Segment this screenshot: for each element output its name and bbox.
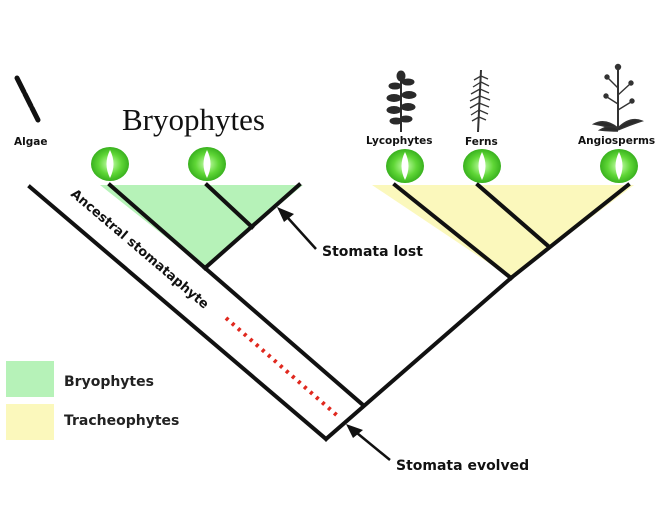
tracheophyte-region <box>372 185 634 278</box>
diagram-title: Bryophytes <box>122 102 265 137</box>
stomata-ferns-icon <box>463 149 501 183</box>
lycophytes-label: Lycophytes <box>366 135 433 147</box>
tree-branches <box>27 182 631 442</box>
bryophyte-region <box>100 185 303 268</box>
algae-icon <box>14 75 41 123</box>
angiosperms-label: Angiosperms <box>578 135 655 147</box>
ancestral-stomataphyte-dots <box>224 316 342 420</box>
legend-swatch-tracheophytes <box>6 404 54 440</box>
stomata-angiosperms-icon <box>600 149 638 183</box>
legend-swatch-bryophytes <box>6 361 54 397</box>
legend-label-tracheophytes: Tracheophytes <box>64 413 180 429</box>
fern-plant-icon <box>469 69 491 133</box>
stomata-bryophyte-1-icon <box>91 147 129 181</box>
legend-label-bryophytes: Bryophytes <box>64 374 154 390</box>
lycophyte-plant-icon <box>386 70 417 132</box>
stomata-bryophyte-2-icon <box>188 147 226 181</box>
algae-label: Algae <box>14 136 47 148</box>
stomata-evolved-label: Stomata evolved <box>396 458 529 474</box>
stomata-lycophytes-icon <box>386 149 424 183</box>
stomata-lost-arrow <box>277 207 317 250</box>
angiosperm-plant-icon <box>591 63 644 132</box>
ferns-label: Ferns <box>465 136 498 148</box>
stomata-lost-label: Stomata lost <box>322 244 423 260</box>
stomata-evolved-arrow <box>346 424 391 461</box>
